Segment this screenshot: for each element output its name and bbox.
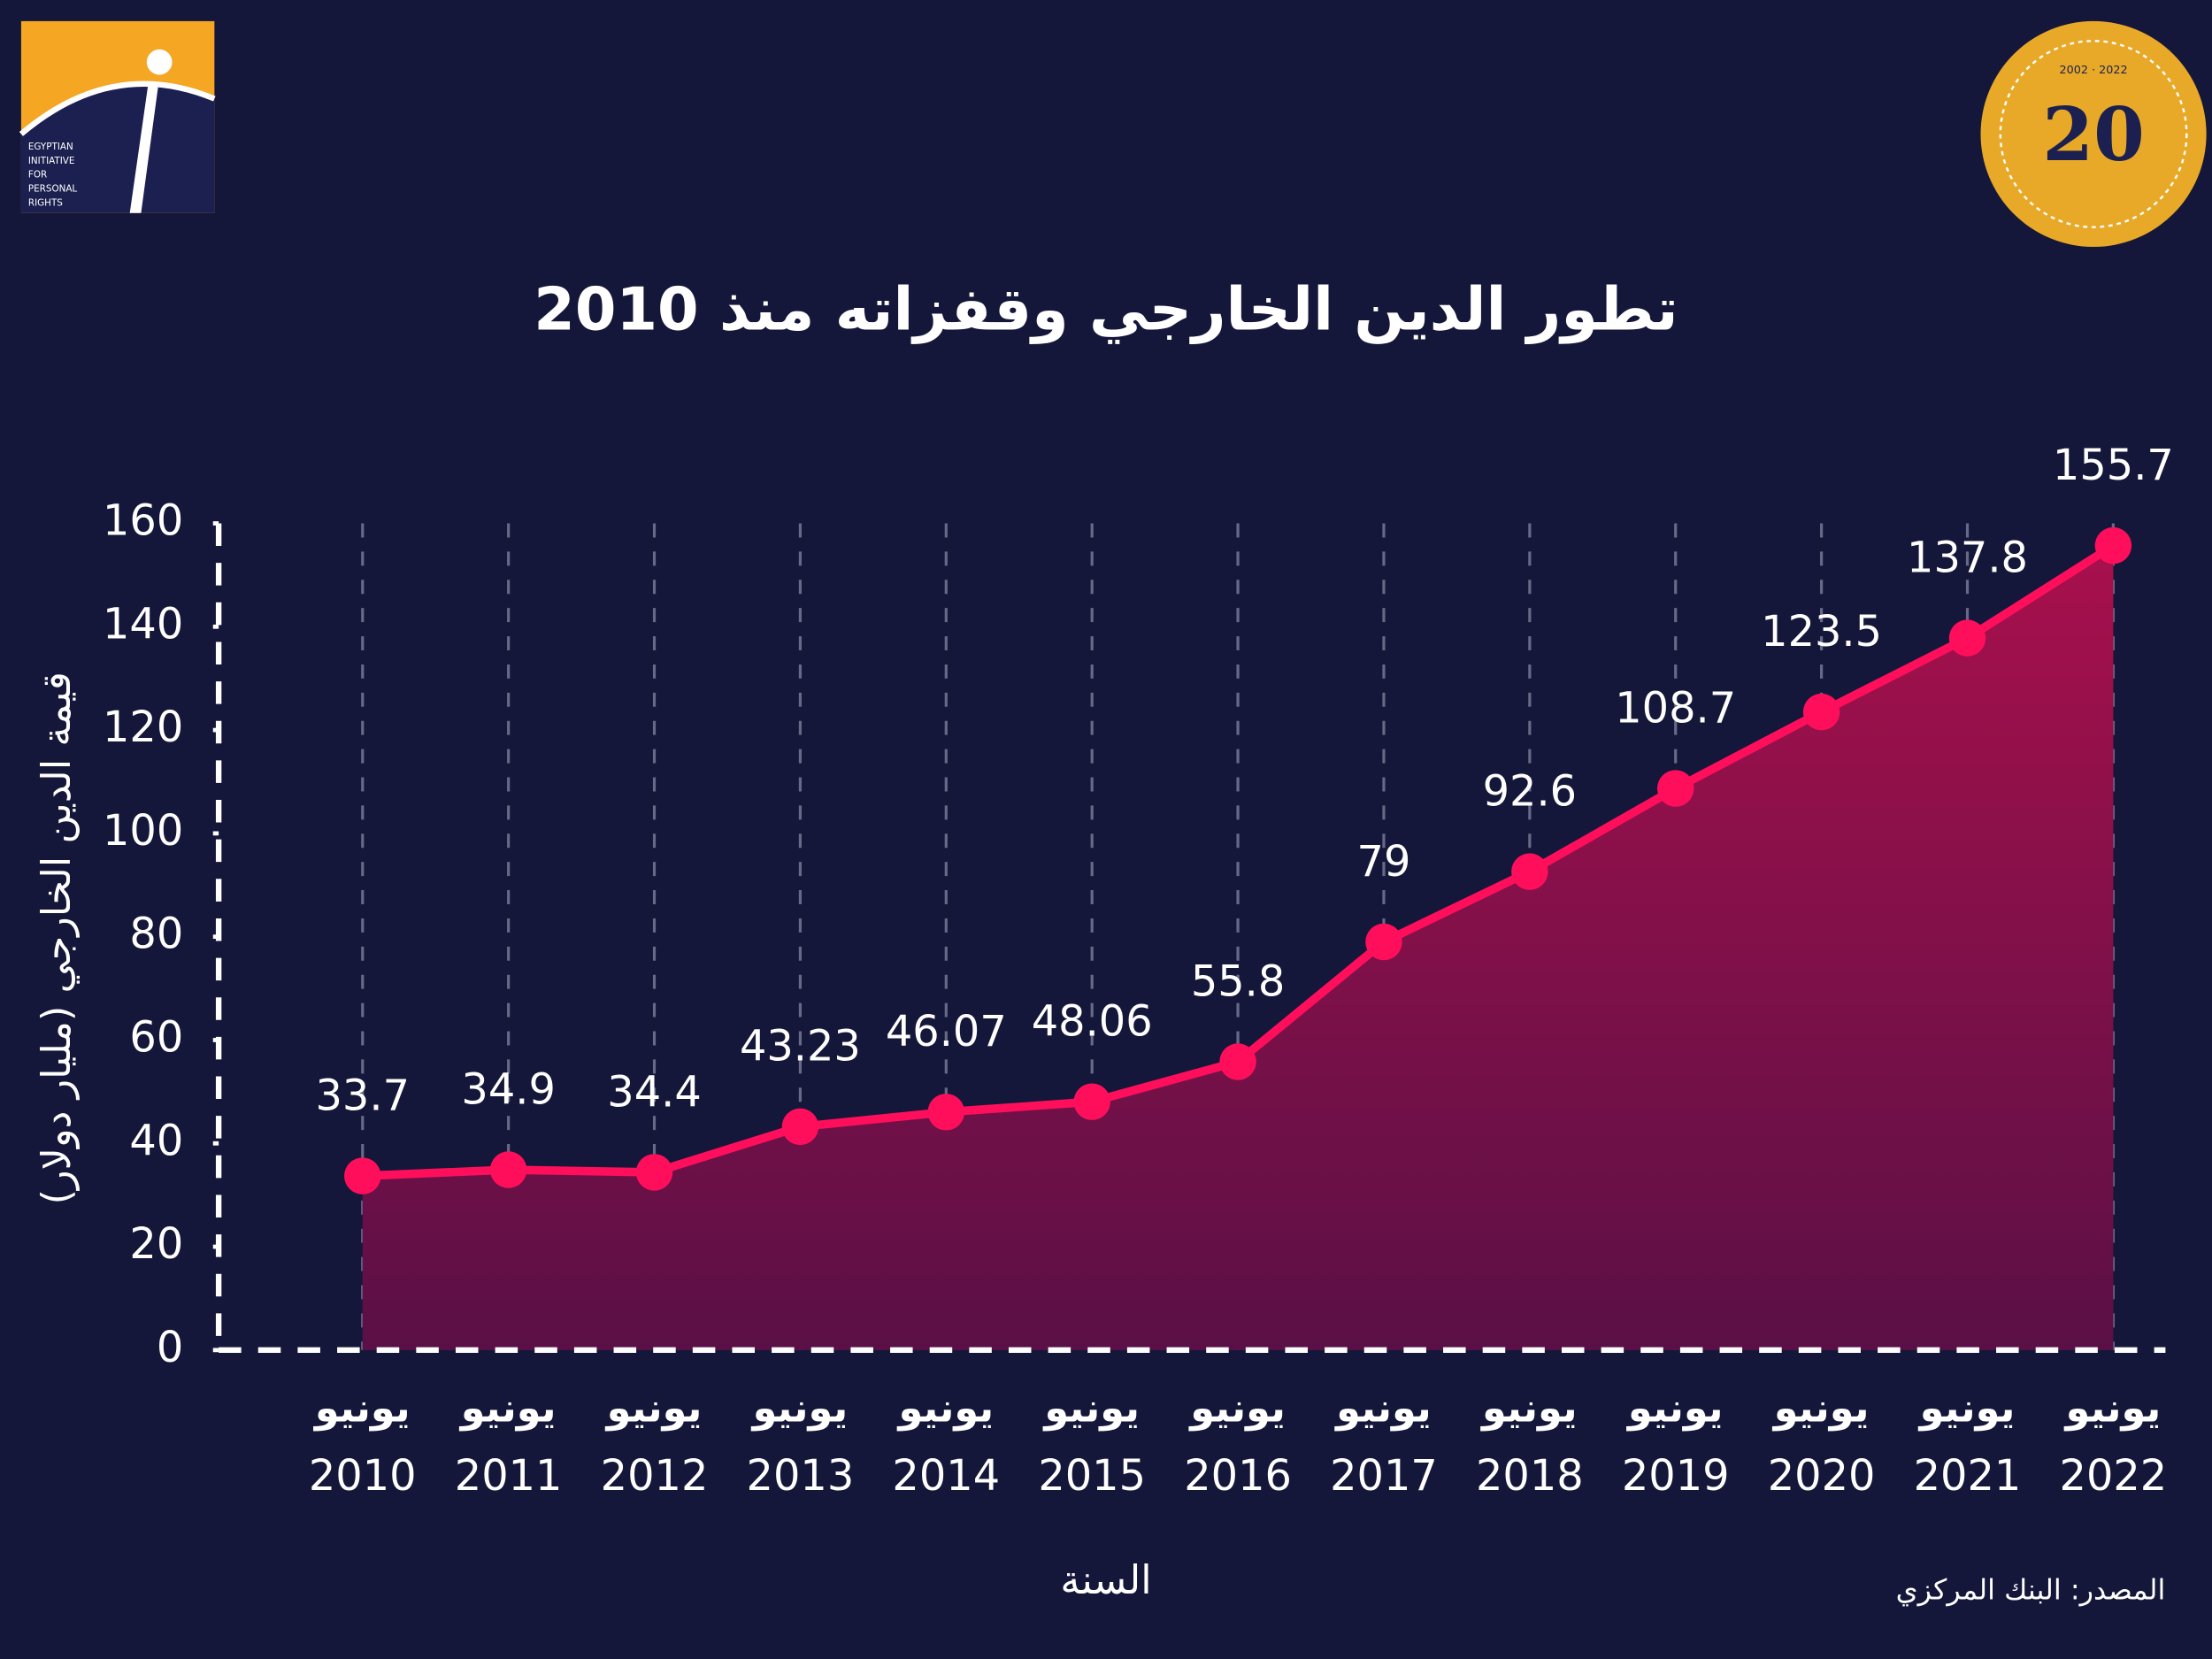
point xyxy=(1365,923,1402,961)
x-tick-label: يونيو xyxy=(605,1385,703,1431)
x-tick-label: 2010 xyxy=(309,1452,417,1501)
data-label: 46.07 xyxy=(886,1008,1007,1056)
x-tick-label: يونيو xyxy=(1042,1385,1140,1431)
y-tick-label: 100 xyxy=(103,807,183,856)
data-label: 108.7 xyxy=(1615,684,1736,733)
data-label: 48.06 xyxy=(1032,997,1153,1046)
x-tick-label: 2014 xyxy=(892,1452,1000,1501)
logo-text: EGYPTIAN xyxy=(28,142,73,152)
data-label: 34.9 xyxy=(461,1065,556,1114)
data-label: 92.6 xyxy=(1483,767,1577,816)
area xyxy=(362,545,2114,1350)
x-tick-label: يونيو xyxy=(896,1385,994,1431)
x-tick-label: 2021 xyxy=(1914,1452,2022,1501)
x-tick-label: 2017 xyxy=(1330,1452,1438,1501)
x-tick-label: يونيو xyxy=(751,1385,849,1431)
x-tick-label: 2019 xyxy=(1622,1452,1730,1501)
x-axis-label: السنة xyxy=(1060,1557,1151,1603)
data-label: 55.8 xyxy=(1191,957,1286,1006)
point xyxy=(1802,693,1840,731)
x-tick-label: يونيو xyxy=(1334,1385,1432,1431)
data-label: 155.7 xyxy=(2053,442,2174,490)
x-tick-label: يونيو xyxy=(1626,1385,1724,1431)
x-tick-label: يونيو xyxy=(2064,1385,2162,1431)
point xyxy=(1511,853,1548,890)
x-tick-label: 2013 xyxy=(747,1452,855,1501)
point xyxy=(1219,1043,1256,1080)
data-label: 34.4 xyxy=(607,1068,702,1117)
y-tick-label: 0 xyxy=(157,1324,183,1372)
x-tick-label: 2011 xyxy=(455,1452,563,1501)
x-tick-label: يونيو xyxy=(459,1385,557,1431)
y-tick-label: 160 xyxy=(103,497,183,546)
badge-years: 2002 · 2022 xyxy=(2060,64,2128,77)
x-tick-label: يونيو xyxy=(1480,1385,1578,1431)
y-tick-label: 20 xyxy=(129,1220,183,1269)
point xyxy=(2094,526,2132,565)
y-tick-label: 40 xyxy=(129,1117,183,1165)
right-badge: 2002 · 2022 20 xyxy=(1980,20,2207,248)
data-label: 137.8 xyxy=(1907,534,2028,582)
x-tick-label: 2018 xyxy=(1476,1452,1584,1501)
badge-number: 20 xyxy=(2042,91,2144,178)
y-tick-label: 140 xyxy=(103,600,183,649)
x-tick-label: 2016 xyxy=(1184,1452,1292,1501)
point xyxy=(1657,770,1694,807)
data-label: 33.7 xyxy=(316,1071,411,1120)
logo-text: INITIATIVE xyxy=(28,156,75,166)
chart-title: تطور الدين الخارجي وقفزاته منذ 2010 xyxy=(534,275,1678,345)
logo-text: FOR xyxy=(28,170,47,180)
x-tick-label: 2022 xyxy=(2060,1452,2168,1501)
x-tick-label: يونيو xyxy=(1918,1385,2016,1431)
x-tick-label: 2012 xyxy=(601,1452,709,1501)
source-note: المصدر: البنك المركزي xyxy=(1896,1572,2166,1606)
point xyxy=(781,1108,819,1146)
logo-text: PERSONAL xyxy=(28,184,78,195)
data-label: 79 xyxy=(1357,838,1411,887)
point xyxy=(1073,1083,1110,1120)
y-axis-label: قيمة الدين الخارجي (مليار دولار) xyxy=(34,672,80,1204)
data-label: 43.23 xyxy=(740,1023,861,1071)
x-tick-label: يونيو xyxy=(1188,1385,1286,1431)
left-logo: EGYPTIAN INITIATIVE FOR PERSONAL RIGHTS xyxy=(19,20,216,213)
point xyxy=(1948,619,1986,657)
x-tick-label: يونيو xyxy=(1772,1385,1870,1431)
y-tick-label: 120 xyxy=(103,703,183,752)
y-tick-label: 60 xyxy=(129,1013,183,1062)
point xyxy=(927,1094,965,1131)
point xyxy=(344,1157,381,1194)
data-label: 123.5 xyxy=(1761,608,1882,657)
x-tick-label: يونيو xyxy=(313,1385,411,1431)
x-tick-label: 2020 xyxy=(1768,1452,1876,1501)
x-tick-label: 2015 xyxy=(1038,1452,1146,1501)
logo-text: RIGHTS xyxy=(28,198,63,209)
point xyxy=(635,1154,673,1191)
y-tick-label: 80 xyxy=(129,910,183,959)
point xyxy=(489,1151,527,1188)
